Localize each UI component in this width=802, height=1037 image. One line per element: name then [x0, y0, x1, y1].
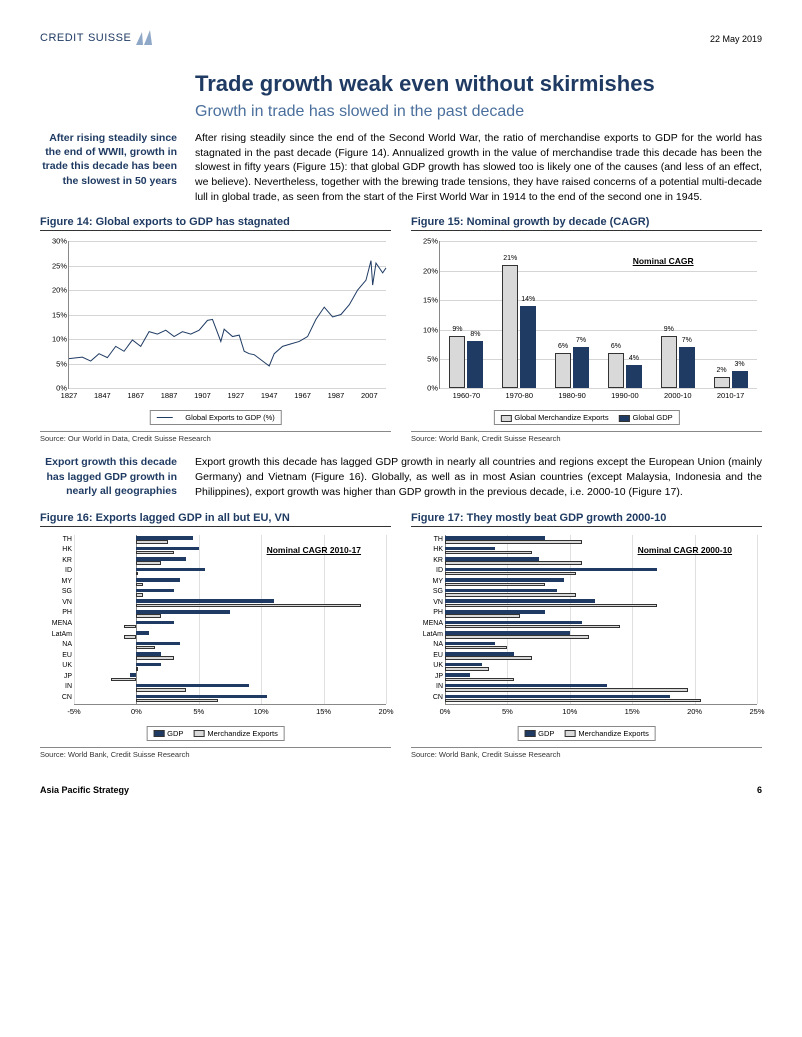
footer-left: Asia Pacific Strategy — [40, 785, 129, 795]
sidenote-1: After rising steadily since the end of W… — [40, 131, 185, 216]
figure-16-title: Figure 16: Exports lagged GDP in all but… — [40, 512, 391, 527]
figure-16: Figure 16: Exports lagged GDP in all but… — [40, 512, 391, 759]
brand-word-b: SUISSE — [88, 32, 131, 44]
figure-15-title: Figure 15: Nominal growth by decade (CAG… — [411, 216, 762, 231]
figure-16-source: Source: World Bank, Credit Suisse Resear… — [40, 747, 391, 759]
figure-row-2: Figure 16: Exports lagged GDP in all but… — [40, 512, 762, 759]
figure-17: Figure 17: They mostly beat GDP growth 2… — [411, 512, 762, 759]
figure-14-title: Figure 14: Global exports to GDP has sta… — [40, 216, 391, 231]
figure-15: Figure 15: Nominal growth by decade (CAG… — [411, 216, 762, 443]
figure-row-1: Figure 14: Global exports to GDP has sta… — [40, 216, 762, 443]
page-subtitle: Growth in trade has slowed in the past d… — [195, 103, 762, 121]
brand-logo: CREDIT SUISSE — [40, 30, 163, 46]
figure-15-source: Source: World Bank, Credit Suisse Resear… — [411, 431, 762, 443]
figure-14-chart: 0%5%10%15%20%25%30%182718471867188719071… — [40, 237, 391, 427]
page: CREDIT SUISSE 22 May 2019 Trade growth w… — [0, 0, 802, 815]
paragraph-2: Export growth this decade has lagged GDP… — [195, 455, 762, 499]
figure-17-chart: 0%5%10%15%20%25%THHKKRIDMYSGVNPHMENALatA… — [411, 533, 762, 743]
page-title: Trade growth weak even without skirmishe… — [195, 71, 762, 97]
figure-14: Figure 14: Global exports to GDP has sta… — [40, 216, 391, 443]
report-date: 22 May 2019 — [710, 30, 762, 44]
section-2: Export growth this decade has lagged GDP… — [40, 455, 762, 511]
section-1: After rising steadily since the end of W… — [40, 131, 762, 216]
title-block: Trade growth weak even without skirmishe… — [40, 71, 762, 131]
paragraph-1: After rising steadily since the end of t… — [195, 131, 762, 204]
figure-16-chart: -5%0%5%10%15%20%THHKKRIDMYSGVNPHMENALatA… — [40, 533, 391, 743]
sails-icon — [135, 30, 163, 46]
figure-14-source: Source: Our World in Data, Credit Suisse… — [40, 431, 391, 443]
page-header: CREDIT SUISSE 22 May 2019 — [40, 30, 762, 46]
footer-page: 6 — [757, 785, 762, 795]
figure-17-title: Figure 17: They mostly beat GDP growth 2… — [411, 512, 762, 527]
brand-word-a: CREDIT — [40, 32, 84, 44]
sidenote-2: Export growth this decade has lagged GDP… — [40, 455, 185, 511]
figure-17-source: Source: World Bank, Credit Suisse Resear… — [411, 747, 762, 759]
figure-15-chart: 0%5%10%15%20%25%9%8%1960-7021%14%1970-80… — [411, 237, 762, 427]
page-footer: Asia Pacific Strategy 6 — [40, 779, 762, 795]
